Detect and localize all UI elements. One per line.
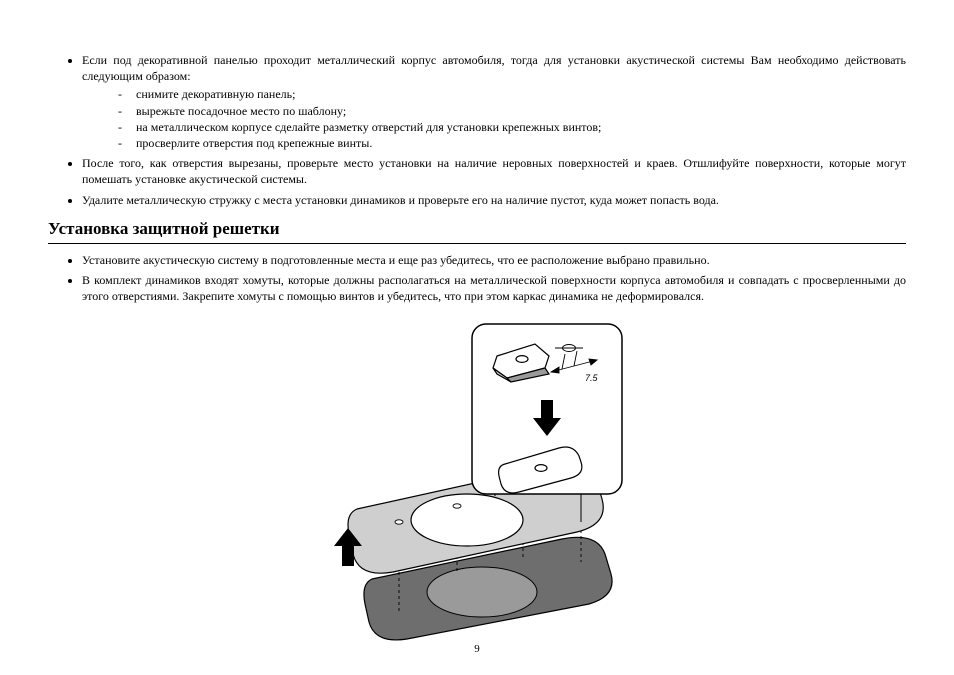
list-item: Удалите металлическую стружку с места ус… <box>82 192 906 208</box>
list-item: В комплект динамиков входят хомуты, кото… <box>82 272 906 304</box>
section-heading: Установка защитной решетки <box>48 218 906 241</box>
figure-container: 7.5 <box>48 314 906 644</box>
page-number: 9 <box>0 642 954 657</box>
sub-list-item: вырежьте посадочное место по шаблону; <box>118 103 906 119</box>
list-item: Если под декоративной панелью проходит м… <box>82 52 906 151</box>
sub-list-item: просверлите отверстия под крепежные винт… <box>118 135 906 151</box>
list-item: Установите акустическую систему в подгот… <box>82 252 906 268</box>
manual-page: Если под декоративной панелью проходит м… <box>0 0 954 675</box>
assembly-diagram: 7.5 <box>297 314 657 644</box>
section-rule <box>48 243 906 244</box>
instruction-list: Если под декоративной панелью проходит м… <box>48 52 906 208</box>
sub-list-item: на металлическом корпусе сделайте размет… <box>118 119 906 135</box>
dimension-label: 7.5 <box>585 373 599 383</box>
sub-list: снимите декоративную панель; вырежьте по… <box>82 86 906 151</box>
list-item: После того, как отверстия вырезаны, пров… <box>82 155 906 187</box>
list-item-text: Если под декоративной панелью проходит м… <box>82 53 906 83</box>
callout-panel: 7.5 <box>472 324 622 494</box>
sub-list-item: снимите декоративную панель; <box>118 86 906 102</box>
section-list: Установите акустическую систему в подгот… <box>48 252 906 305</box>
